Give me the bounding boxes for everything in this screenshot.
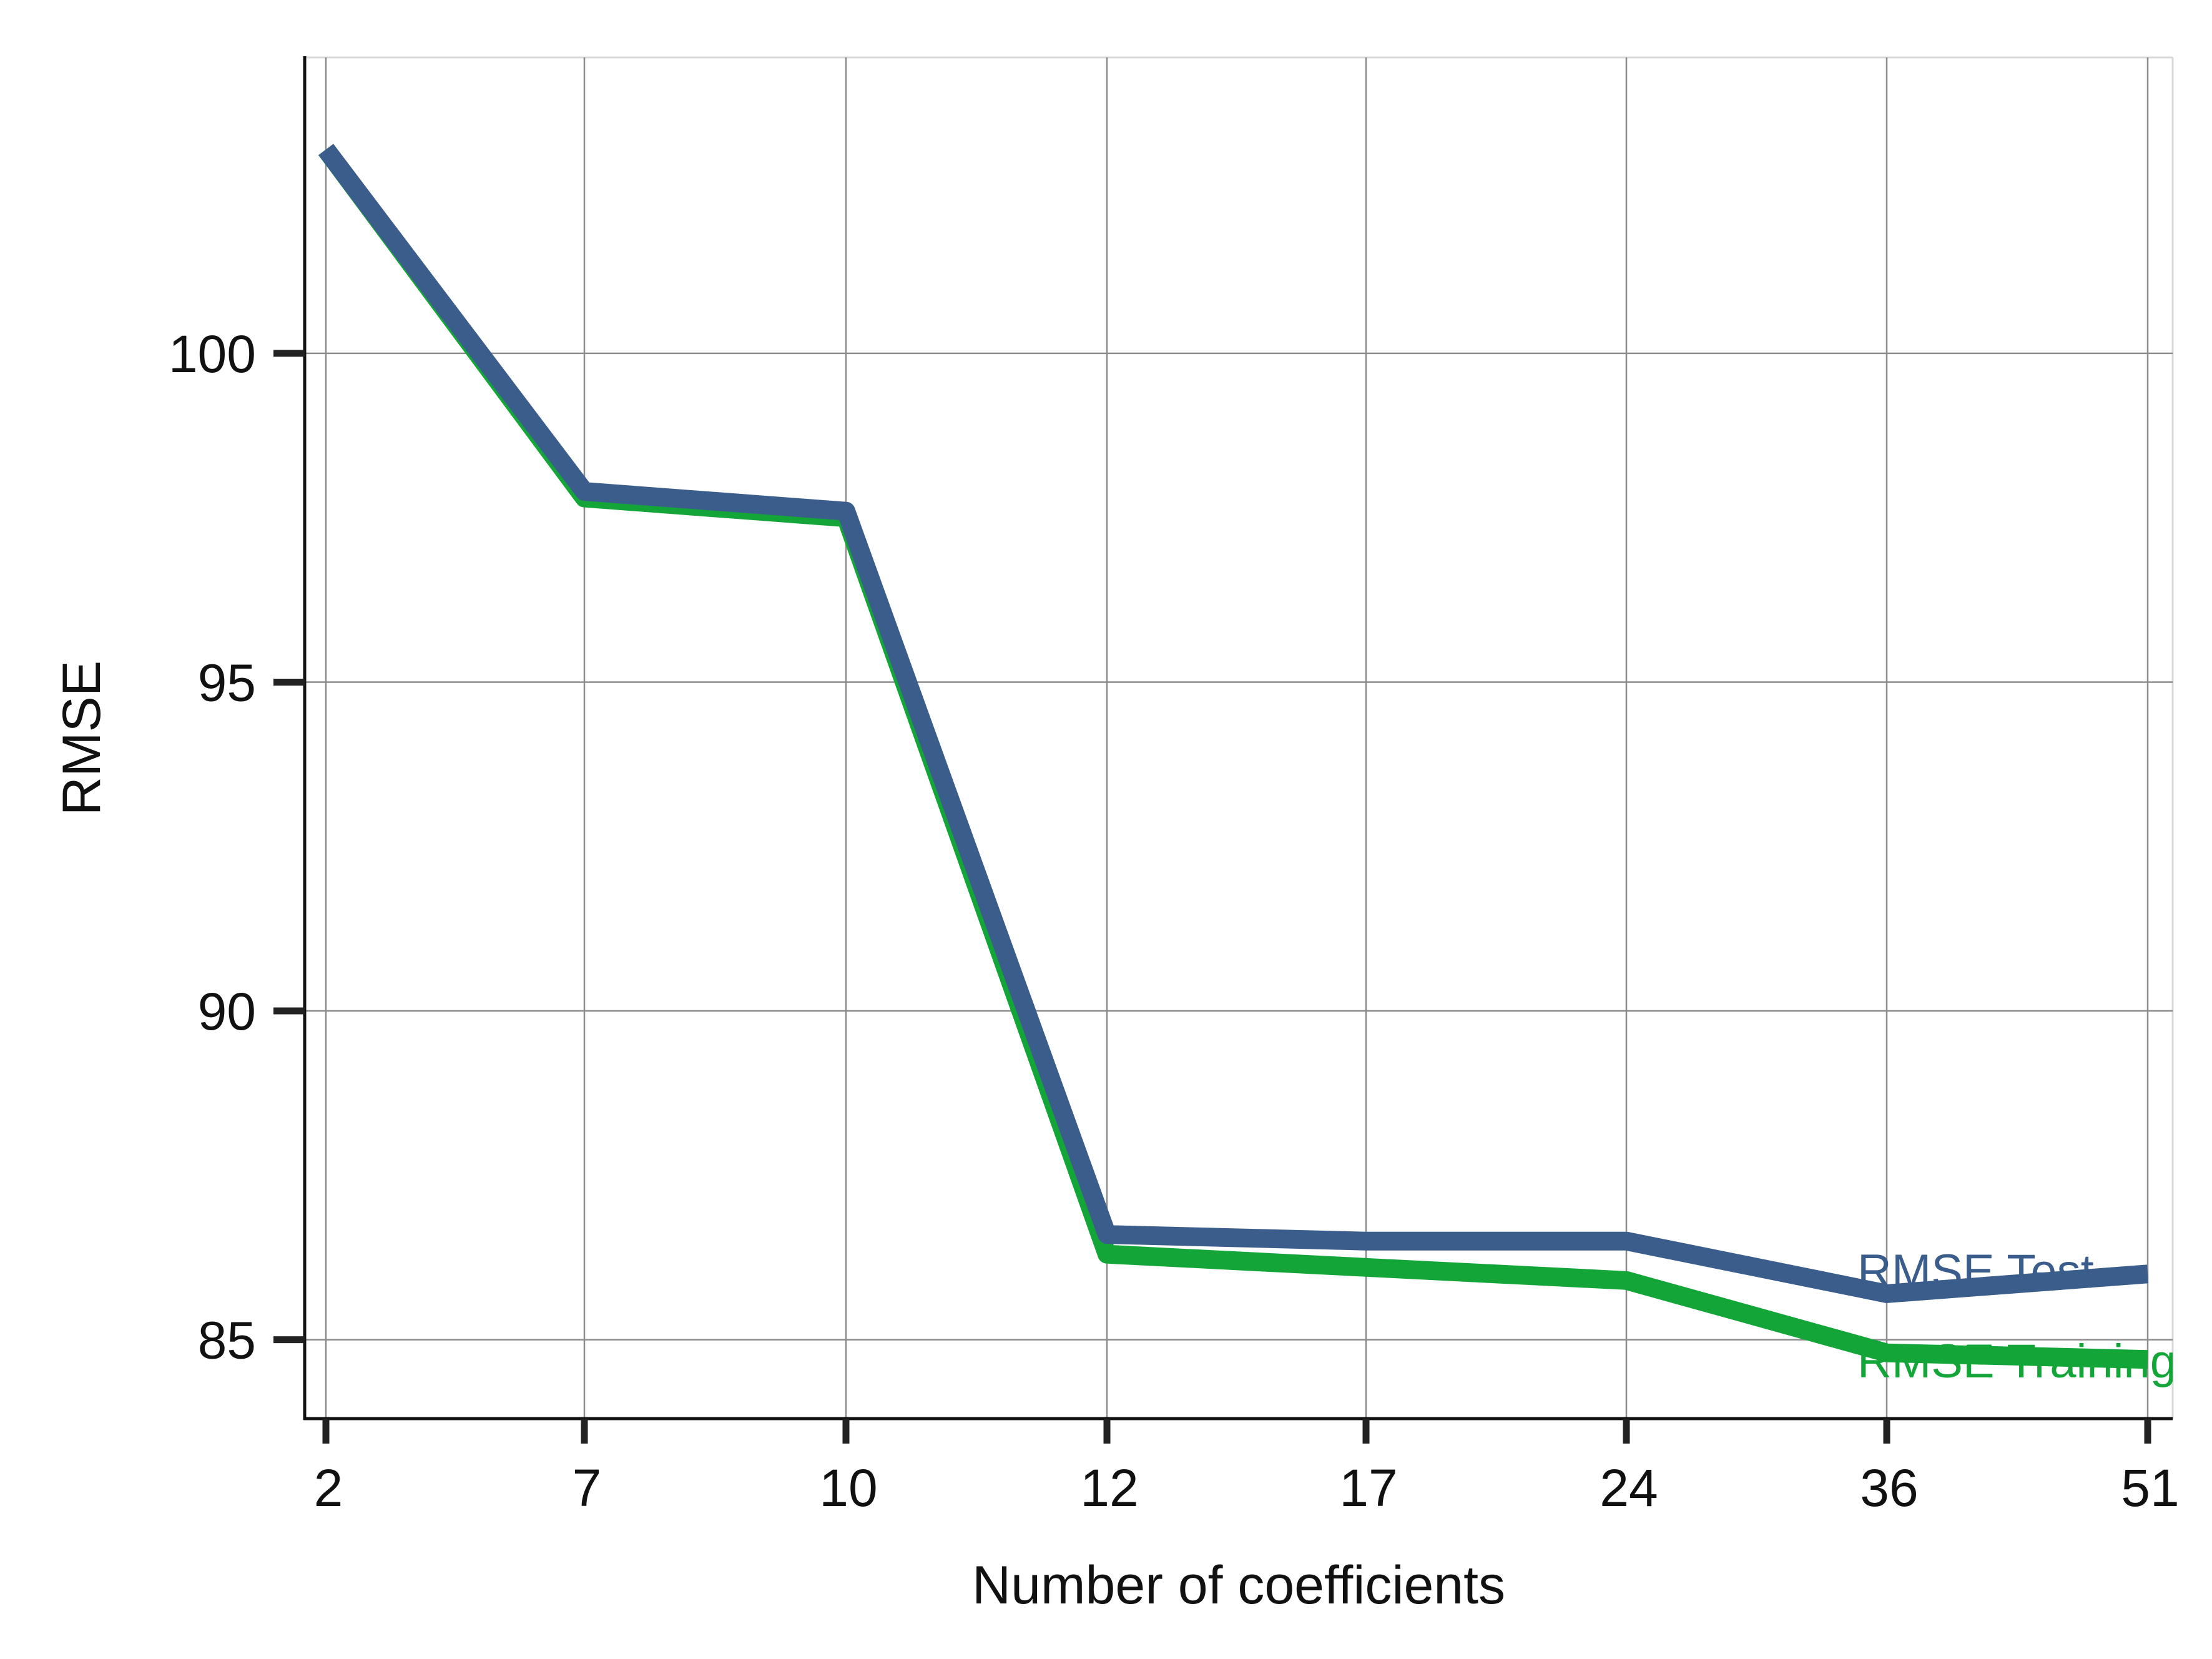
y-tick-label: 95: [198, 653, 256, 712]
y-tick-label: 85: [198, 1311, 256, 1370]
x-tick-label: 12: [1080, 1459, 1138, 1517]
grid: [305, 56, 2174, 1419]
x-tick-label: 17: [1339, 1459, 1397, 1517]
x-tick-label: 7: [573, 1459, 602, 1517]
y-tick-label: 90: [198, 982, 256, 1041]
x-tick-label: 51: [2121, 1459, 2179, 1517]
x-tick-label: 36: [1860, 1459, 1918, 1517]
axes: [273, 56, 2173, 1444]
series-label-rmse-training: RMSE Training: [1857, 1335, 2176, 1388]
y-tick-label: 100: [169, 325, 256, 383]
y-axis-title: RMSE: [52, 661, 112, 815]
x-tick-label: 24: [1600, 1459, 1658, 1517]
series-label-rmse-test: RMSE Test: [1857, 1245, 2094, 1298]
x-tick-label: 10: [819, 1459, 877, 1517]
series-lines: [318, 144, 2149, 1369]
tick-labels: 2 7 10 12 17 24 36 51 85 90 95 100: [169, 325, 2180, 1517]
x-axis-title: Number of coefficients: [972, 1555, 1505, 1615]
series-labels: RMSE Training RMSE Test: [1857, 1245, 2176, 1388]
series-line-rmse-test: [318, 144, 2149, 1303]
x-tick-label: 2: [314, 1459, 343, 1517]
